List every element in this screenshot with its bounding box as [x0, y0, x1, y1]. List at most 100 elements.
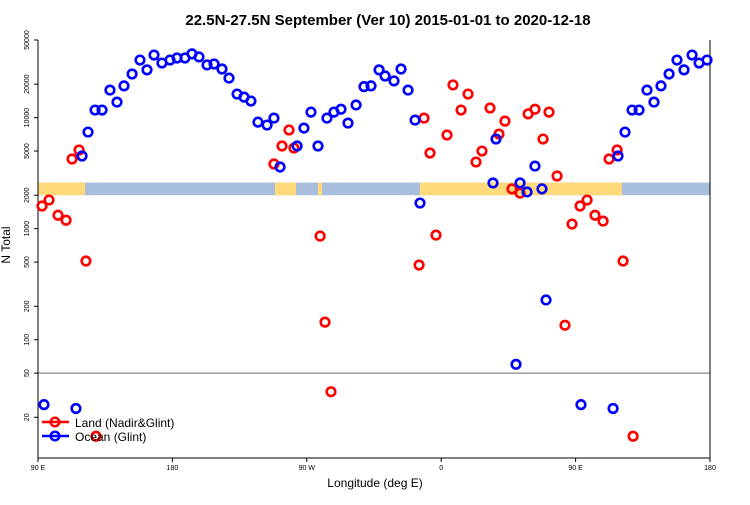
land-data-point — [413, 259, 425, 271]
land-data-point — [314, 230, 326, 242]
land-data-point — [559, 319, 571, 331]
y-tick-label: 5000 — [24, 143, 31, 159]
y-tick-label: 2000 — [24, 187, 31, 203]
land-data-point — [283, 124, 295, 136]
ocean-data-point — [291, 140, 303, 152]
land-data-point — [430, 229, 442, 241]
ocean-data-point — [245, 95, 257, 107]
y-tick-label: 1000 — [24, 221, 31, 237]
ocean-data-point — [388, 75, 400, 87]
ocean-data-point — [193, 51, 205, 63]
ocean-data-point — [134, 54, 146, 66]
surface-type-band — [38, 182, 710, 196]
x-tick-label: 0 — [439, 465, 443, 472]
ocean-data-point — [335, 103, 347, 115]
land-data-point — [418, 112, 430, 124]
land-data-point — [627, 430, 639, 442]
ocean-data-point — [274, 161, 286, 173]
land-data-point — [476, 145, 488, 157]
land-data-point — [589, 209, 601, 221]
ocean-data-point — [342, 117, 354, 129]
land-data-point — [484, 102, 496, 114]
land-data-point — [566, 218, 578, 230]
ocean-data-point — [686, 49, 698, 61]
x-tick-label: 180 — [167, 465, 179, 472]
ocean-data-point — [261, 119, 273, 131]
ocean-data-point — [607, 402, 619, 415]
land-data-point — [43, 194, 55, 206]
x-tick-label: 90 E — [31, 465, 46, 472]
land-data-point — [424, 147, 436, 159]
ocean-data-point — [298, 122, 310, 134]
land-data-point — [617, 255, 629, 267]
ocean-data-point — [540, 294, 552, 306]
ocean-data-point — [521, 186, 533, 198]
land-data-point — [581, 194, 593, 206]
ocean-data-point — [648, 96, 660, 108]
x-tick-label: 90 W — [299, 465, 316, 472]
land-data-point — [60, 214, 72, 226]
land-data-point — [52, 209, 64, 221]
y-tick-label: 20000 — [24, 74, 31, 94]
land-band-segment — [318, 182, 323, 196]
land-band-segment — [38, 182, 86, 196]
ocean-data-point — [252, 116, 264, 128]
ocean-data-point — [619, 126, 631, 138]
ocean-data-point — [490, 133, 502, 145]
legend: Land (Nadir&Glint) Ocean (Glint) — [42, 416, 174, 444]
ocean-data-point — [678, 64, 690, 76]
ocean-data-point — [321, 112, 333, 124]
land-series — [36, 79, 639, 442]
land-data-point — [462, 88, 474, 100]
ocean-data-point — [148, 49, 160, 61]
ocean-data-point — [38, 399, 50, 411]
ocean-data-point — [529, 160, 541, 172]
land-data-point — [325, 386, 337, 398]
ocean-data-point — [414, 197, 426, 209]
ocean-data-point — [663, 68, 675, 80]
ocean-data-point — [70, 402, 82, 415]
ocean-data-point — [118, 80, 130, 92]
x-tick-label: 90 E — [568, 465, 583, 472]
legend-label-land: Land (Nadir&Glint) — [75, 416, 174, 430]
ocean-data-point — [223, 72, 235, 84]
land-data-point — [90, 430, 102, 442]
land-data-point — [537, 133, 549, 145]
land-data-point — [470, 156, 482, 168]
ocean-data-point — [350, 99, 362, 111]
y-tick-label: 50 — [24, 369, 31, 377]
ocean-data-point — [409, 114, 421, 126]
y-tick-label: 10000 — [24, 108, 31, 128]
ocean-data-point — [126, 68, 138, 80]
ocean-data-point — [671, 54, 683, 66]
land-data-point — [514, 187, 526, 199]
ocean-data-point — [82, 126, 94, 138]
ocean-data-point — [655, 80, 667, 92]
y-tick-label: 100 — [24, 334, 31, 346]
land-data-point — [499, 115, 511, 127]
ocean-data-point — [89, 104, 101, 116]
legend-marker-ocean — [49, 430, 61, 442]
ocean-data-point — [402, 84, 414, 96]
land-data-point — [441, 129, 453, 141]
ocean-series — [38, 48, 713, 415]
ocean-data-point — [626, 104, 638, 116]
ocean-data-point — [358, 81, 370, 93]
ocean-data-point — [201, 59, 213, 71]
x-tick-label: 180 — [704, 465, 716, 472]
chart-title: 22.5N-27.5N September (Ver 10) 2015-01-0… — [185, 12, 590, 29]
y-axis-label: N Total — [0, 226, 13, 263]
legend-item-land: Land (Nadir&Glint) — [42, 416, 174, 430]
ocean-data-point — [536, 183, 548, 195]
ocean-data-point — [305, 106, 317, 118]
x-axis-label: Longitude (deg E) — [327, 476, 422, 490]
land-data-point — [36, 200, 48, 212]
land-data-point — [319, 316, 331, 328]
ocean-data-point — [365, 80, 377, 92]
land-data-point — [597, 215, 609, 227]
ocean-data-point — [510, 358, 522, 370]
land-data-point — [611, 144, 623, 156]
ocean-data-point — [76, 150, 88, 162]
ocean-data-point — [379, 70, 391, 82]
